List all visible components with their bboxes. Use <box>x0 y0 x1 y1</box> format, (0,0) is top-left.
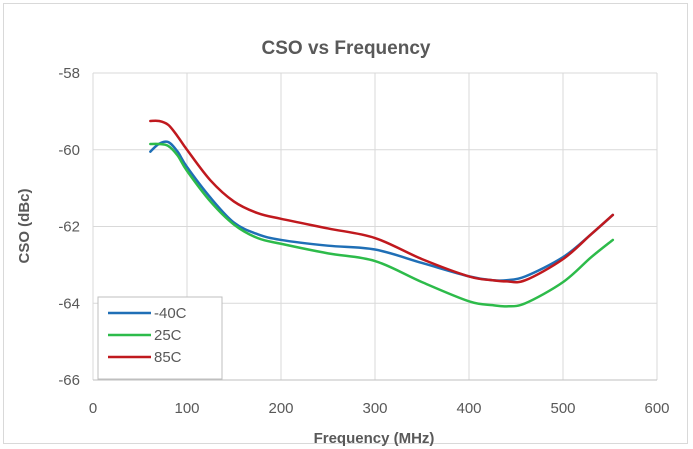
y-axis-title: CSO (dBc) <box>16 188 33 263</box>
x-tick-label: 300 <box>362 400 387 417</box>
legend-label: 85C <box>154 349 182 366</box>
y-tick-label: -60 <box>58 142 80 159</box>
x-tick-label: 100 <box>174 400 199 417</box>
y-tick-label: -64 <box>58 295 80 312</box>
series-line-85c <box>149 119 615 284</box>
series-line-25c <box>149 142 615 308</box>
chart-title: CSO vs Frequency <box>262 38 431 59</box>
legend-label: -40C <box>154 305 187 322</box>
y-tick-label: -66 <box>58 372 80 389</box>
series-line-40c <box>149 140 615 282</box>
x-axis-title: Frequency (MHz) <box>314 430 435 447</box>
legend-box <box>97 296 223 380</box>
legend-label: 25C <box>154 327 182 344</box>
x-tick-label: 500 <box>550 400 575 417</box>
x-tick-label: 600 <box>644 400 669 417</box>
y-tick-label: -58 <box>58 65 80 82</box>
x-tick-label: 200 <box>268 400 293 417</box>
y-tick-label: -62 <box>58 219 80 236</box>
x-tick-label: 400 <box>456 400 481 417</box>
x-tick-label: 0 <box>89 400 97 417</box>
